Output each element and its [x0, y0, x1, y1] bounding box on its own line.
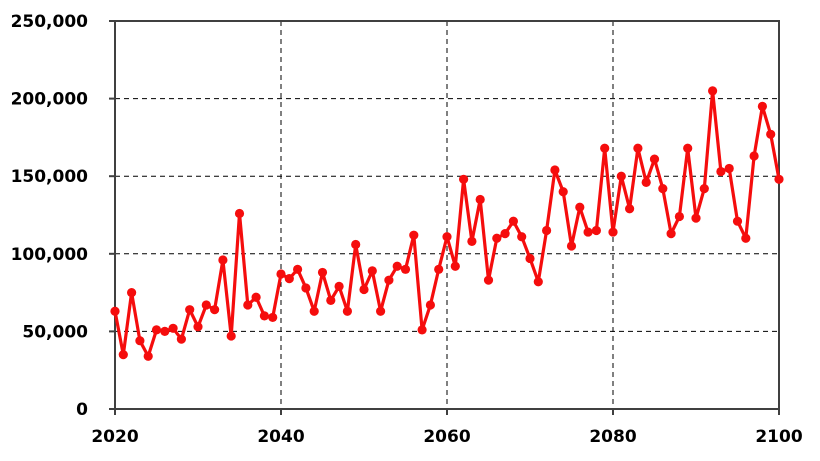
data-point-marker [674, 211, 685, 222]
data-point-marker [234, 208, 245, 219]
data-point-marker [716, 166, 726, 177]
data-point-marker [483, 275, 494, 285]
data-point-marker [649, 154, 660, 164]
data-point-marker [143, 351, 153, 361]
y-axis-tick-label: 50,000 [22, 322, 88, 342]
y-axis-tick-label: 200,000 [11, 90, 89, 110]
data-point-marker [210, 305, 220, 315]
data-point-marker [218, 255, 228, 265]
data-point-marker [492, 233, 502, 243]
data-point-marker [301, 283, 311, 293]
data-point-marker [193, 322, 203, 332]
y-axis-tick-label: 250,000 [11, 12, 89, 32]
data-point-marker [342, 306, 352, 316]
y-axis-tick-label: 0 [76, 400, 88, 420]
data-point-marker [400, 264, 411, 274]
data-point-marker [517, 232, 527, 242]
data-point-marker [467, 236, 477, 246]
data-point-marker [127, 288, 137, 298]
data-point-marker [741, 233, 751, 243]
data-point-marker [326, 295, 336, 305]
data-point-marker [284, 274, 294, 284]
data-point-marker [376, 306, 386, 316]
data-point-marker [616, 171, 626, 181]
data-point-marker [351, 239, 361, 250]
data-point-marker [110, 306, 120, 316]
x-axis-tick-label: 2060 [423, 427, 470, 447]
data-point-marker [575, 202, 585, 212]
data-point-marker [566, 241, 577, 251]
x-axis-tick-label: 2040 [257, 427, 304, 447]
data-point-marker [450, 261, 460, 271]
data-point-marker [384, 275, 394, 285]
data-point-marker [317, 267, 328, 278]
data-point-marker [732, 216, 743, 226]
data-point-marker [608, 227, 618, 237]
data-point-marker [309, 306, 319, 316]
data-point-marker [151, 325, 162, 335]
data-point-marker [259, 311, 269, 321]
data-point-marker [708, 86, 718, 96]
data-point-marker [583, 227, 593, 237]
data-point-marker [417, 325, 427, 335]
data-point-marker [459, 174, 469, 184]
data-point-marker [774, 174, 784, 184]
data-point-marker [475, 194, 485, 205]
data-point-marker [160, 326, 170, 336]
data-point-marker [359, 284, 369, 295]
data-point-marker [558, 187, 568, 197]
data-point-marker [243, 300, 253, 310]
x-axis-tick-label: 2020 [91, 427, 138, 447]
data-point-marker [683, 143, 693, 153]
data-point-marker [176, 334, 186, 344]
data-point-marker [226, 331, 236, 341]
data-point-marker [600, 143, 610, 153]
data-point-marker [749, 151, 759, 161]
data-point-marker [508, 216, 518, 226]
data-point-marker [591, 225, 602, 236]
data-point-marker [434, 264, 444, 274]
data-point-marker [691, 213, 701, 223]
data-point-marker [724, 163, 734, 174]
data-point-marker [293, 264, 303, 274]
y-axis-tick-label: 150,000 [11, 167, 89, 187]
x-axis-tick-label: 2080 [589, 427, 636, 447]
data-point-marker [201, 300, 211, 310]
data-point-marker [525, 253, 535, 264]
data-point-marker [367, 266, 377, 276]
data-point-marker [409, 230, 419, 240]
data-point-marker [118, 350, 128, 360]
data-point-marker [334, 281, 344, 291]
data-point-marker [268, 312, 278, 323]
data-point-marker [550, 165, 560, 175]
data-point-marker [658, 184, 668, 194]
data-point-marker [500, 229, 510, 239]
data-point-marker [425, 300, 435, 310]
data-point-marker [168, 323, 178, 333]
data-point-marker [185, 305, 195, 315]
y-axis-tick-label: 100,000 [11, 245, 89, 265]
data-point-marker [392, 261, 402, 271]
x-axis-tick-label: 2100 [755, 427, 802, 447]
data-point-marker [542, 225, 552, 236]
data-point-marker [533, 277, 543, 287]
data-point-marker [666, 229, 676, 239]
data-point-marker [442, 232, 452, 242]
data-point-marker [699, 184, 709, 194]
data-point-marker [641, 177, 651, 188]
data-point-marker [276, 269, 286, 279]
data-point-marker [633, 143, 643, 153]
data-point-marker [251, 292, 261, 302]
data-point-marker [757, 101, 768, 111]
data-point-marker [625, 204, 635, 214]
data-point-marker [766, 129, 776, 139]
data-point-marker [135, 336, 145, 346]
